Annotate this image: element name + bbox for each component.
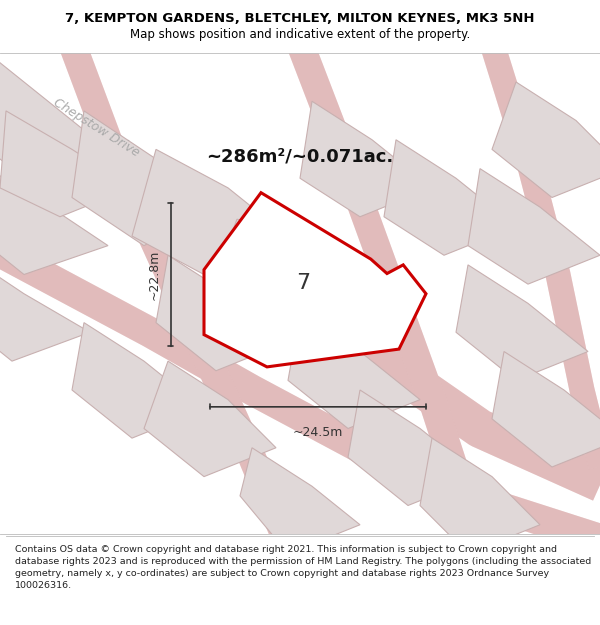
Polygon shape [0,169,108,274]
Text: Map shows position and indicative extent of the property.: Map shows position and indicative extent… [130,28,470,41]
Text: Chepstow Drive: Chepstow Drive [51,96,142,159]
Polygon shape [420,438,540,554]
Polygon shape [204,192,426,367]
Polygon shape [240,448,360,554]
Text: ~286m²/~0.071ac.: ~286m²/~0.071ac. [206,148,394,166]
Text: ~24.5m: ~24.5m [293,426,343,439]
Polygon shape [72,322,204,438]
Polygon shape [219,219,393,339]
Polygon shape [300,101,432,217]
Text: 7: 7 [296,273,310,293]
Polygon shape [456,265,588,381]
Polygon shape [156,255,288,371]
Polygon shape [72,111,216,246]
Polygon shape [348,390,480,506]
Polygon shape [0,53,120,188]
Polygon shape [492,82,600,198]
Polygon shape [0,111,132,217]
Text: Contains OS data © Crown copyright and database right 2021. This information is : Contains OS data © Crown copyright and d… [15,545,591,589]
Polygon shape [492,351,600,467]
Polygon shape [0,270,90,361]
Polygon shape [384,140,516,255]
Text: ~22.8m: ~22.8m [147,249,160,299]
Polygon shape [468,169,600,284]
Polygon shape [288,313,420,429]
Text: 7, KEMPTON GARDENS, BLETCHLEY, MILTON KEYNES, MK3 5NH: 7, KEMPTON GARDENS, BLETCHLEY, MILTON KE… [65,12,535,24]
Polygon shape [132,149,288,274]
Polygon shape [144,361,276,477]
